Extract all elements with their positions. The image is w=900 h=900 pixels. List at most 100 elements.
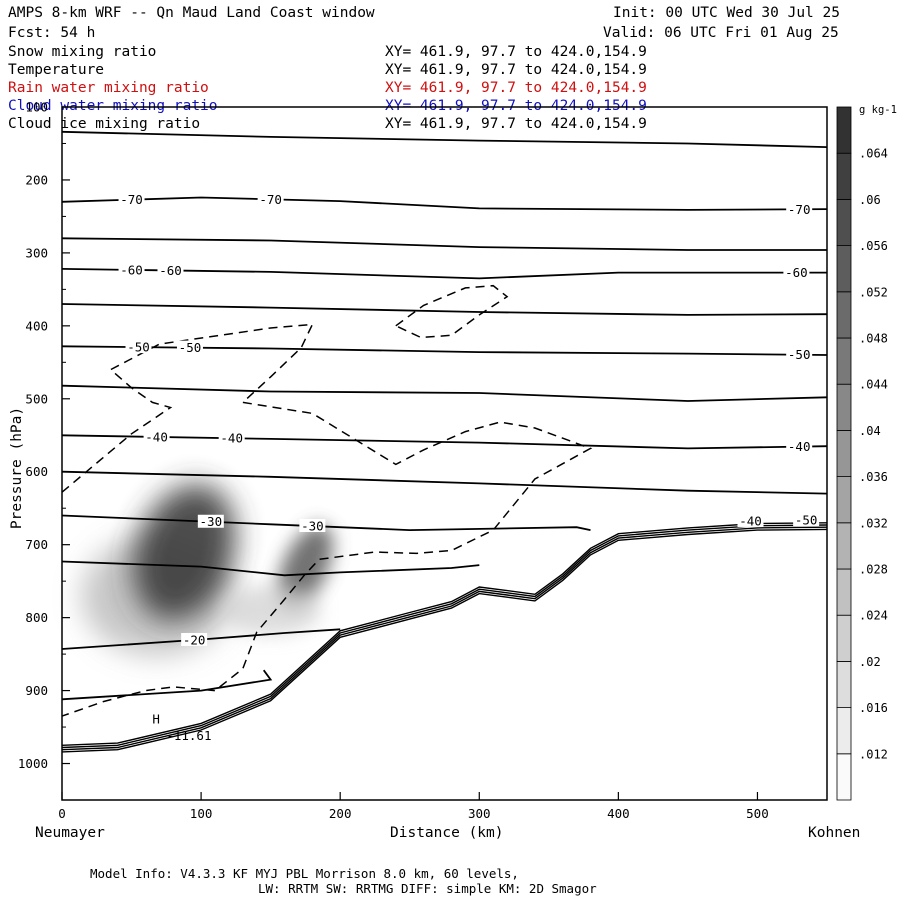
isotherm-label: -40 [220, 431, 243, 446]
terrain-label: -50 [795, 513, 818, 528]
colorbar-box [836, 753, 852, 801]
isotherm-label: -70 [259, 192, 282, 207]
y-axis-label: Pressure (hPa) [9, 406, 26, 530]
isotherm-label: -60 [785, 265, 808, 280]
colorbar-box [836, 383, 852, 431]
x-tick-label: 300 [468, 806, 491, 821]
isotherm-0 [61, 130, 828, 148]
field-name: Temperature [8, 62, 105, 78]
colorbar-label: .04 [859, 424, 881, 438]
colorbar-label: .064 [859, 147, 888, 161]
colorbar-label: .06 [859, 193, 881, 207]
colorbar-box [836, 707, 852, 755]
terrain-label-bg [737, 513, 764, 527]
isotherm-label: -40 [145, 429, 168, 444]
isotherm-label-bg [257, 192, 284, 206]
y-tick-label: 500 [25, 391, 48, 406]
temperature-isotherms [61, 130, 828, 701]
terrain-mask [62, 522, 827, 800]
colorbar-box [836, 152, 852, 200]
colorbar-box [836, 198, 852, 246]
field-name: Cloud water mixing ratio [8, 98, 218, 114]
field-xy: XY= 461.9, 97.7 to 424.0,154.9 [385, 116, 647, 132]
isotherm-label-bg [125, 340, 152, 354]
axes: 0 100 200 300 400 500 100 200 300 400 500 600 700 800… [18, 100, 769, 822]
terrain-line [61, 522, 828, 753]
colorbar-box [836, 476, 852, 524]
isotherm-label-bg [218, 431, 245, 445]
colorbar-label: .012 [859, 747, 888, 761]
field-name: Cloud ice mixing ratio [8, 116, 201, 132]
isotherm-4 [61, 303, 828, 316]
isotherm-label: -30 [301, 519, 324, 534]
colorbar-label: .036 [859, 470, 888, 484]
colorbar-box [836, 568, 852, 616]
field-xy: XY= 461.9, 97.7 to 424.0,154.9 [385, 44, 647, 60]
colorbar-box [836, 291, 852, 339]
y-tick-label: 700 [25, 537, 48, 552]
isotherm-label-bg [118, 262, 145, 276]
init-time: Init: 00 UTC Wed 30 Jul 25 [613, 5, 840, 21]
field-name: Snow mixing ratio [8, 44, 157, 60]
plot-frame [61, 106, 828, 801]
model-info: Model Info: V4.3.3 KF MYJ PBL Morrison 8… [90, 866, 519, 881]
isotherm-label-bg [176, 340, 203, 354]
isotherm-label: -60 [120, 262, 143, 277]
y-tick-label: 300 [25, 245, 48, 260]
valid-time: Valid: 06 UTC Fri 01 Aug 25 [603, 25, 839, 41]
colorbar-unit: g kg-1 [859, 104, 897, 116]
isotherm-label-bg [118, 192, 145, 206]
isotherm-label-bg [786, 202, 813, 216]
isotherm-12 [61, 669, 273, 701]
annotation: -11.61 [166, 728, 211, 743]
colorbar-label: .024 [859, 609, 888, 623]
isotherm-label-bg [786, 347, 813, 361]
isotherm-label: -30 [200, 514, 223, 529]
isotherm-8 [61, 470, 828, 495]
colorbar-box [836, 661, 852, 709]
colorbar-label: .044 [859, 378, 888, 392]
terrain-label-bg [793, 513, 820, 527]
cloud-contour-1 [395, 284, 509, 339]
snow-shading [62, 484, 827, 800]
right-endpoint-label: Kohnen [808, 825, 861, 841]
forecast-hour: Fcst: 54 h [8, 25, 96, 41]
colorbar: .012 .016 .02 .024 .028 .032 .036 .04 .044 .048 .0… [836, 104, 897, 801]
x-tick-label: 500 [746, 806, 769, 821]
isotherm-label: -70 [788, 202, 811, 217]
terrain-line-2 [61, 526, 828, 751]
annotation: H [152, 711, 160, 726]
colorbar-label: .052 [859, 285, 888, 299]
isotherm-label: -40 [788, 439, 811, 454]
colorbar-label: .056 [859, 239, 888, 253]
y-tick-label: 900 [25, 683, 48, 698]
field-xy: XY= 461.9, 97.7 to 424.0,154.9 [385, 80, 647, 96]
isotherm-label: -20 [183, 632, 206, 647]
isotherm-label: -60 [159, 263, 182, 278]
terrain-line-1 [61, 524, 828, 749]
snow-light [220, 585, 321, 636]
isotherm-7 [61, 434, 828, 450]
colorbar-box [836, 245, 852, 293]
colorbar-box [836, 337, 852, 385]
isotherm-label: -70 [120, 192, 143, 207]
y-tick-label: 200 [25, 172, 48, 187]
terrain-label: -40 [739, 513, 762, 528]
colorbar-label: .016 [859, 701, 888, 715]
chart-title: AMPS 8-km WRF -- Qn Maud Land Coast wind… [8, 5, 375, 21]
x-tick-label: 200 [329, 806, 352, 821]
x-tick-label: 400 [607, 806, 630, 821]
y-tick-label: 400 [25, 318, 48, 333]
isotherm-label-bg [786, 439, 813, 453]
colorbar-label: .028 [859, 563, 888, 577]
isotherm-3 [61, 268, 827, 280]
field-name: Rain water mixing ratio [8, 80, 209, 96]
terrain-line-3 [61, 528, 828, 753]
y-tick-label: 800 [25, 610, 48, 625]
snow-max-secondary [277, 524, 333, 609]
isotherm-label-bg [157, 263, 184, 277]
isotherm-label: -50 [788, 347, 811, 362]
colorbar-box [836, 614, 852, 662]
isotherm-label-bg [299, 519, 326, 533]
isotherm-11 [61, 628, 341, 650]
